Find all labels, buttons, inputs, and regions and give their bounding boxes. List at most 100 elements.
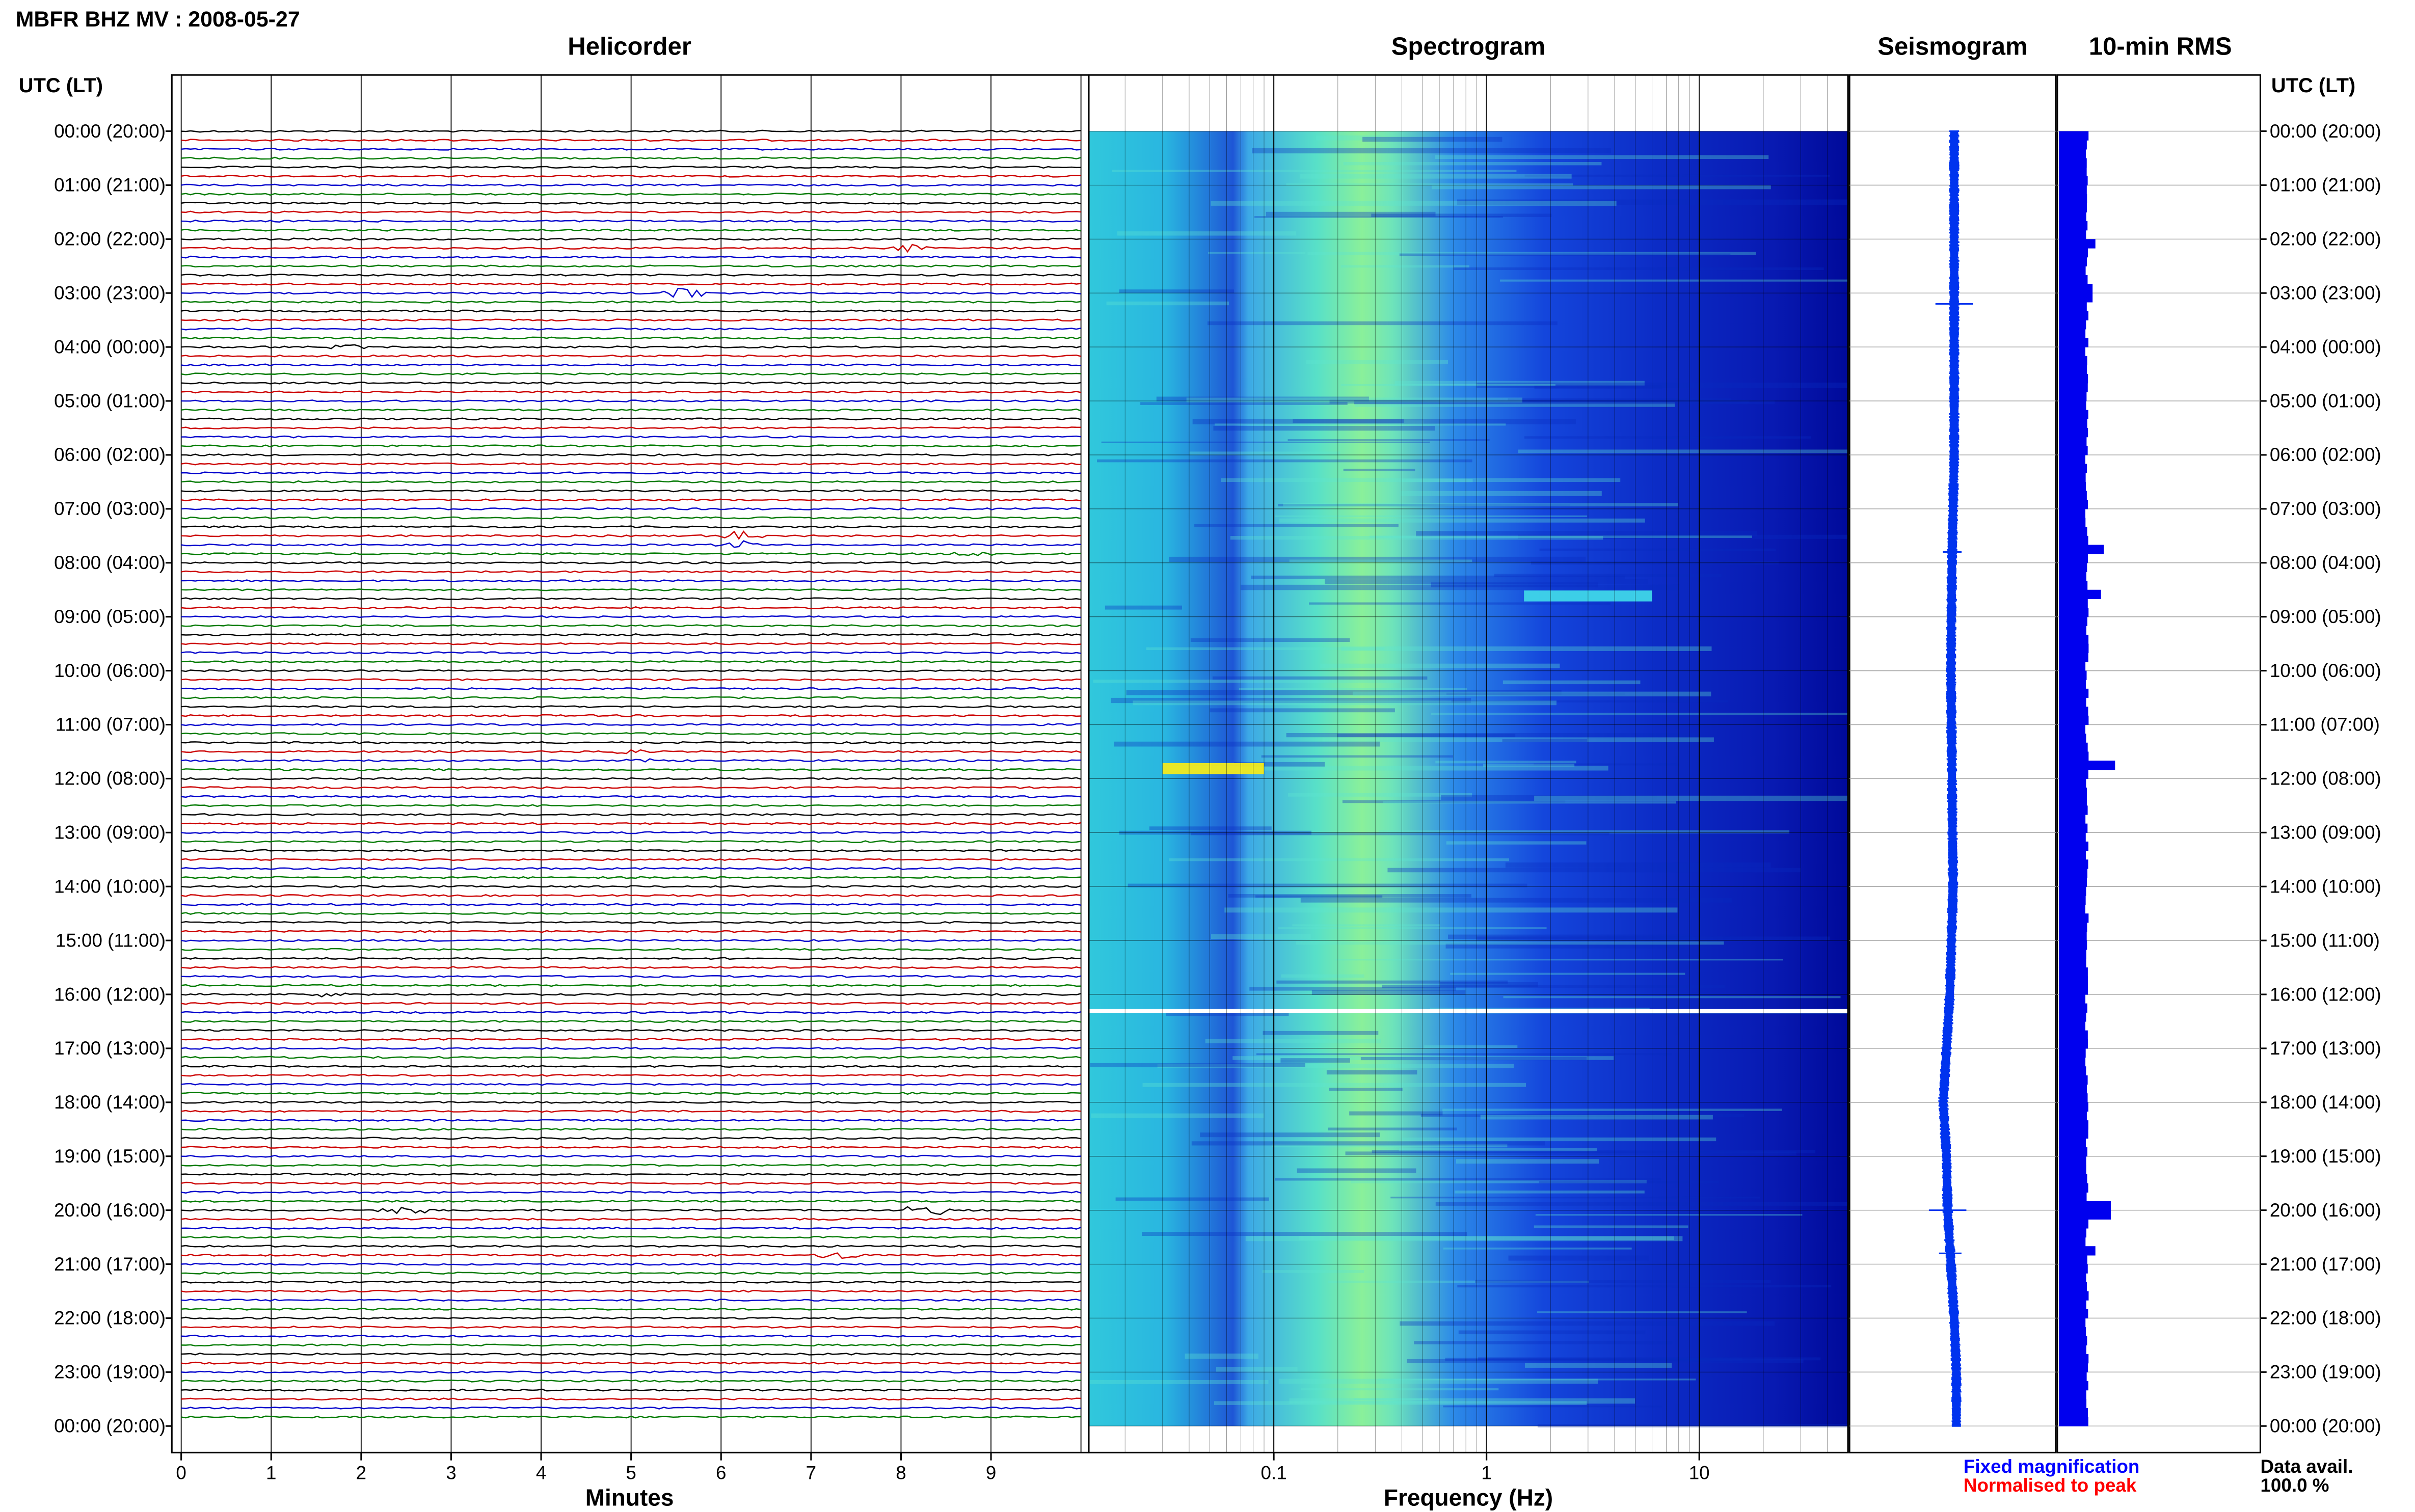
helicorder-trace (181, 948, 1081, 951)
spectrogram-streak (1476, 936, 1830, 940)
helicorder-trace (181, 858, 1081, 861)
spectrogram-streak (1266, 211, 1436, 217)
spectrogram-streak (1524, 1363, 1672, 1368)
helicorder-trace (181, 921, 1081, 924)
helicorder-trace (181, 1056, 1081, 1059)
spectrogram-streak (1537, 1424, 1965, 1428)
helicorder-trace (181, 183, 1081, 187)
spectrogram-streak (1192, 419, 1576, 425)
rms-bar (2058, 788, 2087, 797)
seismogram-title: Seismogram (1877, 34, 2028, 61)
spectrogram-streak (1191, 832, 1609, 835)
right-axis-title: UTC (LT) (2271, 73, 2356, 97)
rms-bar (2058, 140, 2087, 150)
spectrogram-streak (1186, 397, 1522, 403)
helicorder-trace (181, 210, 1081, 214)
rms-bar (2058, 1084, 2087, 1094)
spectrogram-streak (1232, 1056, 1614, 1060)
spectrogram-streak (1483, 764, 1575, 767)
spectrogram-streak (1210, 708, 1395, 713)
rms-bar (2058, 581, 2088, 590)
spectrogram-streak (1306, 360, 1448, 364)
spectrogram-streak (1278, 1379, 1598, 1384)
spectrogram-streak (1360, 1057, 1587, 1061)
rms-bar (2058, 554, 2088, 563)
right-time-label: 00:00 (20:00) (2270, 121, 2381, 142)
spectrogram-gap (1088, 1009, 1848, 1013)
spectrogram-streak (1400, 491, 1602, 496)
spectrogram-streak (1458, 1330, 1646, 1335)
helicorder-trace (181, 372, 1081, 376)
rms-bar (2058, 688, 2089, 698)
rms-bar (2058, 1102, 2088, 1112)
helicorder-title: Helicorder (568, 34, 691, 61)
spectrogram-streak (1508, 1255, 1649, 1261)
spectrogram-streak (1166, 1012, 1289, 1016)
rms-bar (2058, 1075, 2088, 1085)
spectrogram-streak (1457, 1285, 1832, 1288)
rms-bar (2058, 1174, 2087, 1184)
rms-bar (2058, 1237, 2086, 1247)
spectrogram-streak (1402, 1137, 1716, 1142)
spectrogram-streak (1208, 321, 1558, 326)
rms-bar (2058, 1093, 2088, 1103)
rms-bar (2058, 823, 2088, 833)
helicorder-trace (181, 831, 1081, 834)
helicorder-trace (181, 840, 1081, 843)
spectrogram-streak (1115, 1197, 1269, 1201)
spectrogram-streak (1149, 826, 1272, 830)
helicorder-xtick-label: 8 (896, 1462, 906, 1483)
right-time-label: 15:00 (11:00) (2270, 930, 2380, 951)
rms-bar (2058, 149, 2086, 159)
spectrogram-streak (1214, 423, 1506, 426)
spectrogram-streak (1249, 987, 1456, 991)
helicorder-trace (181, 1262, 1081, 1266)
spectrogram-streak (1424, 1045, 1518, 1048)
spectrogram-streak (1228, 894, 1471, 898)
rms-title: 10-min RMS (2088, 34, 2232, 61)
rms-bar (2058, 1219, 2088, 1229)
rms-bar (2058, 284, 2093, 293)
helicorder-trace (181, 1137, 1081, 1140)
spectrogram-streak (1289, 559, 1472, 562)
helicorder-trace (181, 363, 1081, 367)
figure-title: MBFR BHZ MV : 2008-05-27 (15, 6, 300, 32)
right-time-label: 14:00 (10:00) (2270, 876, 2381, 897)
helicorder-trace (181, 1181, 1081, 1185)
helicorder-xtick-label: 2 (356, 1462, 366, 1483)
helicorder-trace (181, 1415, 1081, 1419)
helicorder-trace (181, 642, 1081, 645)
spectrogram-xtick-label: 1 (1481, 1462, 1491, 1483)
fixed-magnification-legend: Fixed magnification (1963, 1455, 2140, 1478)
spectrogram-streak (1503, 996, 1841, 998)
rms-bar (2058, 518, 2086, 527)
spectrogram-streak (1480, 1115, 1713, 1120)
helicorder-trace (181, 139, 1081, 142)
rms-bar (2058, 904, 2085, 914)
helicorder-trace (181, 1397, 1081, 1401)
helicorder-trace (181, 1127, 1081, 1131)
left-time-label: 04:00 (00:00) (54, 336, 166, 357)
spectrogram-streak (1190, 638, 1350, 642)
rms-bar (2058, 473, 2086, 482)
rms-bar (2058, 454, 2085, 465)
rms-bar (2058, 239, 2096, 249)
spectrogram-streak (1407, 1359, 1804, 1363)
spectrogram-streak (1286, 183, 1573, 186)
right-time-label: 12:00 (08:00) (2270, 768, 2381, 789)
spectrogram-streak (1431, 582, 1598, 587)
spectrogram-streak (1446, 841, 1587, 845)
spectrogram-streak (1263, 1031, 1379, 1035)
spectrogram-streak (1261, 755, 1454, 758)
rms-bar (2058, 715, 2089, 725)
rms-bar (2058, 643, 2089, 653)
rms-bar (2058, 1183, 2088, 1193)
rms-bar (2058, 859, 2088, 869)
helicorder-traces (180, 75, 1082, 1453)
spectrogram-streak (1539, 548, 1776, 551)
spectrogram-streak (1340, 384, 1555, 386)
spectrogram-streak (1126, 690, 1562, 695)
spectrogram-streak (1128, 883, 1527, 887)
helicorder-trace (181, 255, 1081, 259)
right-time-label: 02:00 (22:00) (2270, 229, 2381, 250)
